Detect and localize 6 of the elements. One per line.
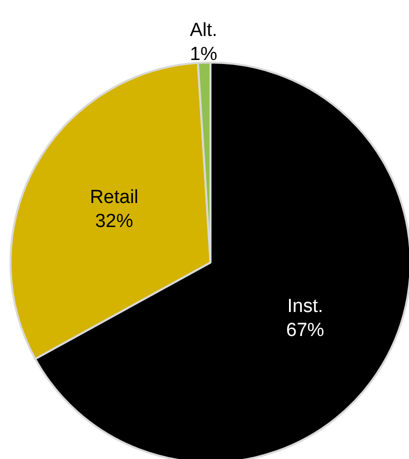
slice-label: Alt.: [190, 20, 218, 42]
slice-label: Retail: [90, 187, 138, 208]
data-label: 67%: [286, 320, 324, 341]
data-label: 1%: [190, 44, 218, 66]
data-label: 32%: [95, 211, 134, 232]
slice-label: Inst.: [287, 296, 324, 317]
